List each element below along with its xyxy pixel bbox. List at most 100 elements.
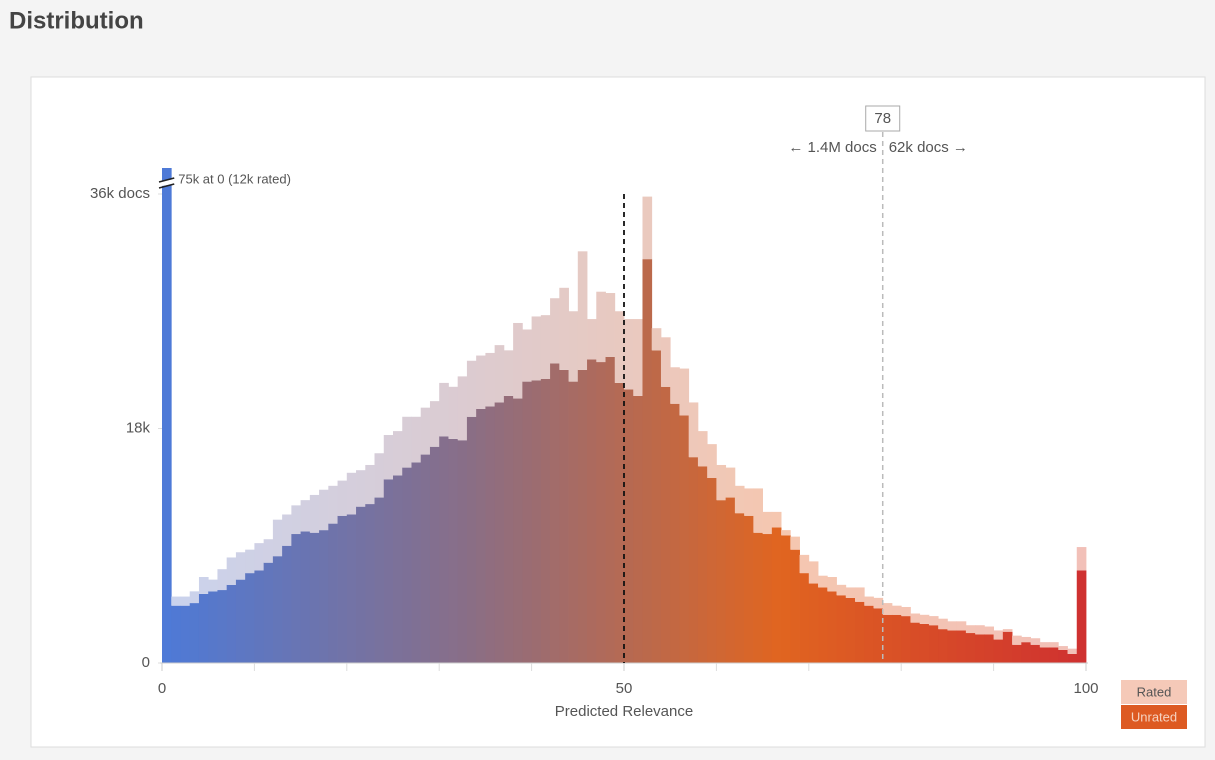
bar xyxy=(402,416,412,468)
bar xyxy=(762,511,773,535)
bar xyxy=(808,561,819,584)
bar xyxy=(235,579,246,663)
cutoff-right: 62k docs → xyxy=(889,139,968,156)
bar xyxy=(171,605,181,663)
bar xyxy=(587,359,597,663)
bar xyxy=(670,403,680,663)
bar xyxy=(725,467,736,498)
bar xyxy=(670,367,680,404)
bar xyxy=(180,605,191,663)
bar xyxy=(642,196,653,260)
bar xyxy=(540,315,551,379)
bar xyxy=(559,287,569,370)
y-tick-label: 18k xyxy=(126,419,151,436)
bar xyxy=(734,513,745,663)
bar xyxy=(457,440,468,663)
bar xyxy=(947,630,958,663)
bar xyxy=(679,368,690,416)
bar xyxy=(679,415,690,663)
bar xyxy=(429,401,440,447)
bar xyxy=(799,554,810,574)
bar xyxy=(587,319,597,360)
bar xyxy=(707,444,717,479)
bar xyxy=(660,386,671,663)
bar xyxy=(818,587,828,663)
x-tick-label: 0 xyxy=(158,680,166,697)
bar xyxy=(596,362,606,663)
bar xyxy=(688,457,699,663)
bar xyxy=(439,382,449,437)
bar xyxy=(845,587,856,598)
bar xyxy=(716,464,727,501)
bar xyxy=(402,467,412,663)
bar xyxy=(494,402,505,663)
bar xyxy=(845,597,856,663)
bar xyxy=(855,587,865,602)
bar xyxy=(503,350,514,396)
bar xyxy=(1049,647,1059,663)
bar xyxy=(910,613,921,623)
bar xyxy=(1058,646,1068,650)
bar xyxy=(457,376,468,441)
bar xyxy=(919,623,930,663)
bar xyxy=(965,633,976,663)
bar xyxy=(531,316,542,381)
bar xyxy=(550,298,560,364)
bar xyxy=(309,494,320,533)
bar xyxy=(836,584,847,596)
cutoff-box xyxy=(865,105,901,132)
bar xyxy=(901,616,911,663)
bar xyxy=(873,608,884,663)
bar xyxy=(1039,642,1050,648)
bar xyxy=(300,500,311,532)
bar xyxy=(605,293,616,357)
bar xyxy=(771,527,782,663)
bar xyxy=(568,381,579,663)
bar xyxy=(753,532,763,663)
bar xyxy=(522,381,532,663)
bar xyxy=(781,530,791,536)
cutoff-label: 78 xyxy=(874,110,891,127)
bar xyxy=(356,470,366,507)
bar xyxy=(208,579,218,592)
bar xyxy=(217,569,228,591)
bar xyxy=(420,454,431,663)
bar xyxy=(781,535,791,663)
bar xyxy=(383,435,394,480)
bar xyxy=(393,475,403,663)
bar xyxy=(235,552,246,580)
bar xyxy=(1067,648,1078,654)
bar xyxy=(993,639,1004,663)
bar xyxy=(254,570,265,663)
bar xyxy=(1012,635,1022,645)
x-axis-label: Predicted Relevance xyxy=(555,703,693,720)
cutoff-left: ← 1.4M docs xyxy=(788,139,876,156)
bar xyxy=(411,416,422,463)
bar xyxy=(217,590,228,663)
bar xyxy=(356,506,366,663)
x-tick-label: 50 xyxy=(616,680,633,697)
bar xyxy=(799,573,810,663)
bar xyxy=(633,319,643,396)
bar xyxy=(476,355,486,409)
bar xyxy=(938,629,948,663)
bar xyxy=(734,485,745,514)
bar xyxy=(1030,644,1041,663)
bar xyxy=(753,488,763,533)
bar xyxy=(162,168,172,663)
bar xyxy=(393,431,403,476)
bar xyxy=(762,534,773,663)
bar xyxy=(476,408,486,663)
y-tick-label: 0 xyxy=(142,654,150,671)
bar xyxy=(319,489,329,531)
bar xyxy=(494,345,505,403)
bar xyxy=(882,614,893,663)
bar xyxy=(448,386,459,439)
bar xyxy=(891,605,902,615)
bar xyxy=(550,363,560,663)
bar xyxy=(891,614,902,663)
bar xyxy=(965,625,976,634)
x-tick-label: 100 xyxy=(1073,680,1098,697)
y-tick-label: 36k docs xyxy=(90,185,150,202)
